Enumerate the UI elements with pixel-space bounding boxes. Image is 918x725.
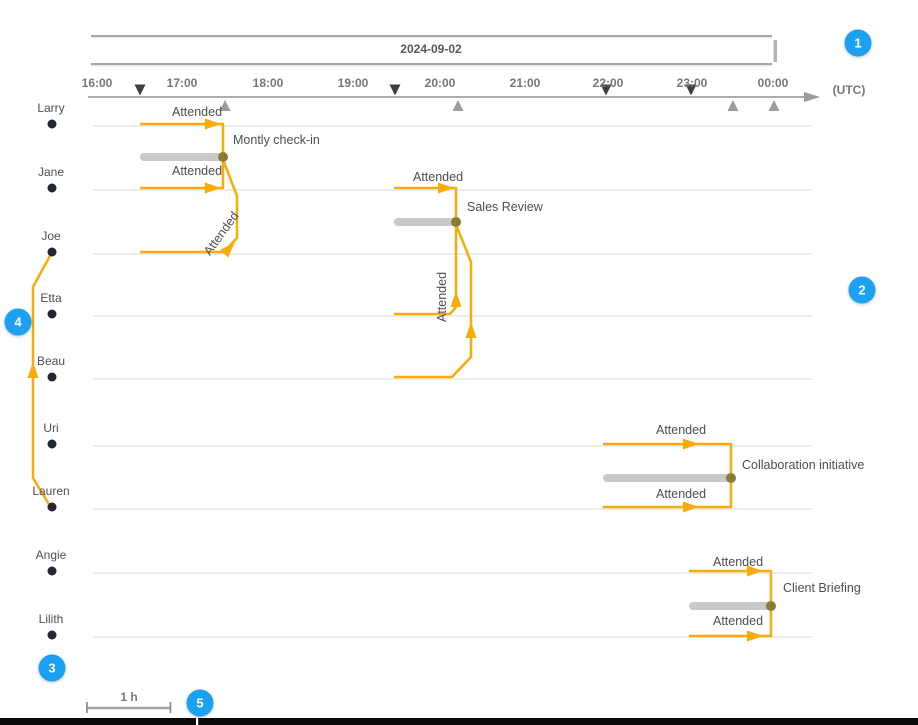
event-end-marker [727,100,739,111]
attended-edge-label: Attended [412,170,464,185]
person-node [47,183,57,193]
person-node [47,119,57,129]
edge-arrowhead-icon [683,438,699,450]
edge-arrowhead-icon [438,182,454,194]
person-label: Larry [37,101,65,115]
event-label: Sales Review [467,200,543,214]
person-node [47,439,57,449]
event-start-marker [134,84,146,96]
attendance-edge [394,186,458,217]
edge-arrowhead-icon [747,565,763,577]
event-label: Montly check-in [233,133,320,147]
event-end-marker [219,100,231,111]
event-node [218,152,228,162]
axis-tick-label: 20:00 [424,76,456,90]
edge-arrowhead-icon [205,182,221,194]
attendance-edge [689,569,773,601]
date-range-brush[interactable] [91,35,778,67]
event-label: Collaboration initiative [742,458,865,472]
event-label: Client Briefing [783,581,861,595]
axis-tick-label: 19:00 [337,76,369,90]
edge-arrowhead-icon [450,291,462,307]
axis-tick-label: 23:00 [676,76,708,90]
date-range-right-handle[interactable] [773,40,778,62]
annotation-badge-3: 3 [38,654,66,682]
event-end-marker [452,100,464,111]
person-label: Beau [36,354,66,368]
edge-arrowhead-icon [27,362,39,378]
event-node [726,473,736,483]
attendance-edge [140,162,225,190]
scale-bar-right-tick [169,702,172,713]
attendance-edge [140,161,239,254]
attendance-edge [394,226,473,379]
event-start-marker [600,84,612,96]
person-node [47,630,57,640]
axis-tick-label: 17:00 [166,76,198,90]
event-duration-bar [603,474,731,482]
person-label: Etta [40,291,62,305]
axis-tick-label: 22:00 [592,76,624,90]
axis-tick-label: 21:00 [509,76,541,90]
annotation-badge-2: 2 [848,276,876,304]
attended-edge-label: Attended [712,614,764,629]
person-node [47,372,57,382]
person-link-edge [31,253,53,507]
event-duration-bar [394,218,457,226]
axis-tick-label: 16:00 [81,76,113,90]
attended-edge-label: Attended [655,423,707,438]
annotation-badge-1: 1 [844,29,872,57]
attendance-edge [394,227,458,316]
window-edge-bar [0,718,918,725]
attended-edge-label: Attended [655,487,707,502]
scale-label: 1 h [120,690,138,704]
person-node [47,502,57,512]
annotation-badge-5: 5 [186,689,214,717]
attended-edge-label: Attended [435,271,450,323]
attendance-edge [689,611,773,638]
person-label: Lauren [32,484,70,498]
person-label: Uri [43,421,59,435]
edge-arrowhead-icon [220,242,235,258]
timezone-label: (UTC) [832,83,866,97]
edge-arrowhead-icon [747,630,763,642]
attended-edge-label: Attended [171,105,223,120]
event-node [451,217,461,227]
edge-arrowhead-icon [465,322,477,338]
event-duration-bar [689,602,771,610]
event-start-marker [389,84,401,96]
scale-bar-left-tick [86,702,88,713]
person-node [47,566,57,576]
time-axis-arrowhead-icon [804,92,820,102]
event-duration-bar [140,153,224,161]
person-label: Lilith [38,612,64,626]
event-end-marker [768,100,780,111]
date-range-label: 2024-09-02 [400,42,462,56]
attendance-edge [603,483,733,509]
attendance-edge [603,442,733,473]
person-label: Angie [35,548,67,562]
edge-arrowhead-icon [683,501,699,513]
edge-arrowhead-icon [205,118,221,130]
attended-edge-label: Attended [171,164,223,179]
annotation-badge-4: 4 [4,308,32,336]
person-node [47,247,57,257]
window-edge-tick [196,718,199,725]
attended-edge-label: Attended [712,555,764,570]
axis-tick-label: 00:00 [757,76,789,90]
attendance-edge [140,122,225,153]
axis-tick-label: 18:00 [252,76,284,90]
person-node [47,309,57,319]
person-label: Jane [37,165,65,179]
person-label: Joe [41,229,61,243]
event-node [766,601,776,611]
scale-bar [86,702,172,713]
event-start-marker [685,84,697,96]
